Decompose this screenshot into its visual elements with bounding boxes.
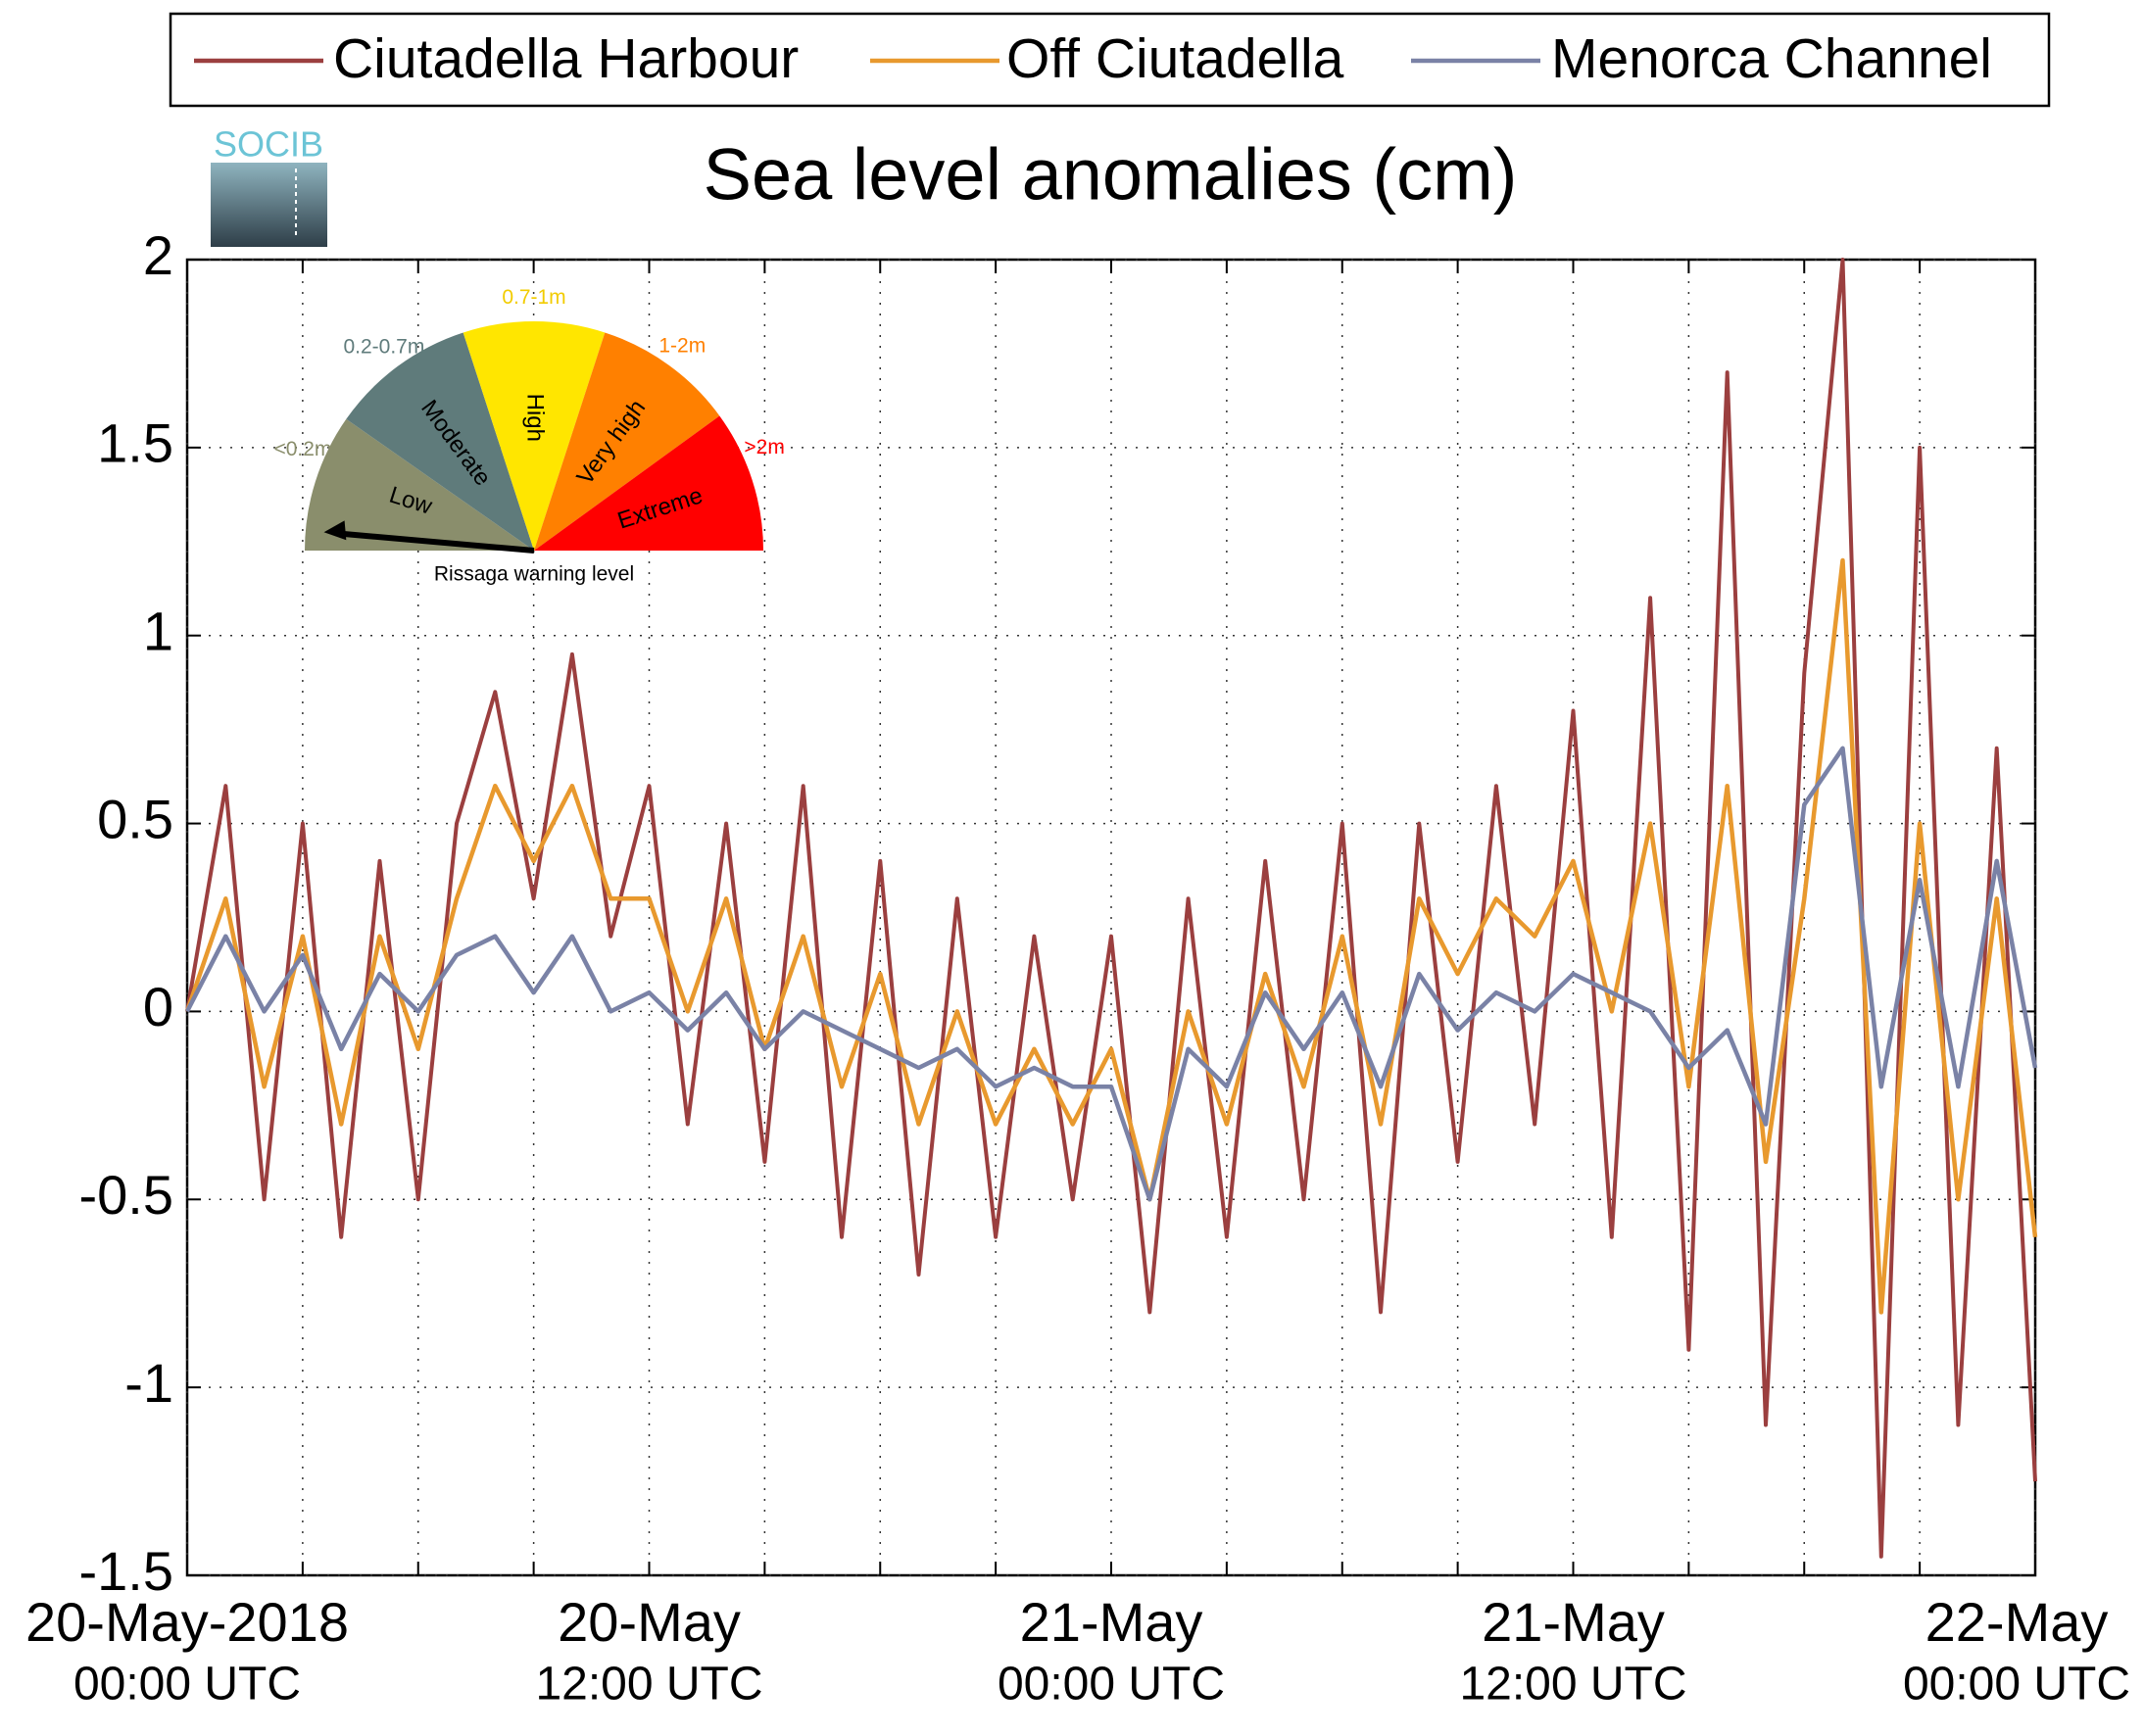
gauge-segment [463, 321, 606, 551]
gauge-needle-head [323, 520, 347, 541]
x-tick-sublabel: 00:00 UTC [73, 1659, 301, 1711]
y-tick-label: 2 [143, 224, 173, 286]
series-line [184, 557, 2038, 1315]
y-tick-label: 0.5 [97, 788, 173, 849]
x-tick-sublabel: 12:00 UTC [1459, 1659, 1686, 1711]
gauge-level-range: <0.2m [273, 438, 331, 460]
x-tick-label: 20-May [558, 1591, 741, 1653]
x-tick-label: 22-May [1925, 1591, 2109, 1653]
gauge-level-name: High [522, 394, 549, 442]
y-tick-label: -1.5 [79, 1540, 174, 1602]
series-line [185, 258, 2037, 1559]
y-tick-label: 1 [143, 601, 173, 662]
legend-label: Menorca Channel [1551, 27, 1992, 90]
gauge-title: Rissaga warning level [434, 563, 634, 586]
x-tick-label: 21-May [1482, 1591, 1665, 1653]
y-tick-label: -1 [124, 1352, 173, 1414]
gauge-segment [534, 332, 720, 551]
gauge-segment [305, 418, 534, 551]
x-tick-label: 20-May-2018 [25, 1591, 349, 1653]
y-tick-label: 1.5 [97, 412, 173, 474]
x-tick-sublabel: 00:00 UTC [998, 1659, 1225, 1711]
y-tick-label: -0.5 [79, 1164, 174, 1226]
gauge-level-range: >2m [744, 436, 784, 458]
logo-text: SOCIB [214, 124, 323, 165]
gauge-level-range: 1-2m [658, 334, 706, 357]
gauge-level-range: 0.2-0.7m [343, 336, 424, 359]
x-tick-sublabel: 12:00 UTC [535, 1659, 762, 1711]
legend-label: Off Ciutadella [1006, 27, 1344, 90]
gauge-level-range: 0.7-1m [502, 286, 565, 309]
y-tick-label: 0 [143, 976, 173, 1037]
logo-image [211, 163, 327, 247]
x-tick-sublabel: 00:00 UTC [1903, 1659, 2130, 1711]
gauge-needle [335, 530, 535, 554]
gauge-segment [346, 332, 534, 551]
legend-box [169, 12, 2051, 108]
x-tick-label: 21-May [1020, 1591, 1203, 1653]
gauge-segment [534, 415, 763, 551]
chart-title: Sea level anomalies (cm) [704, 134, 1518, 216]
series-line [184, 746, 2038, 1202]
legend-label: Ciutadella Harbour [333, 27, 799, 90]
